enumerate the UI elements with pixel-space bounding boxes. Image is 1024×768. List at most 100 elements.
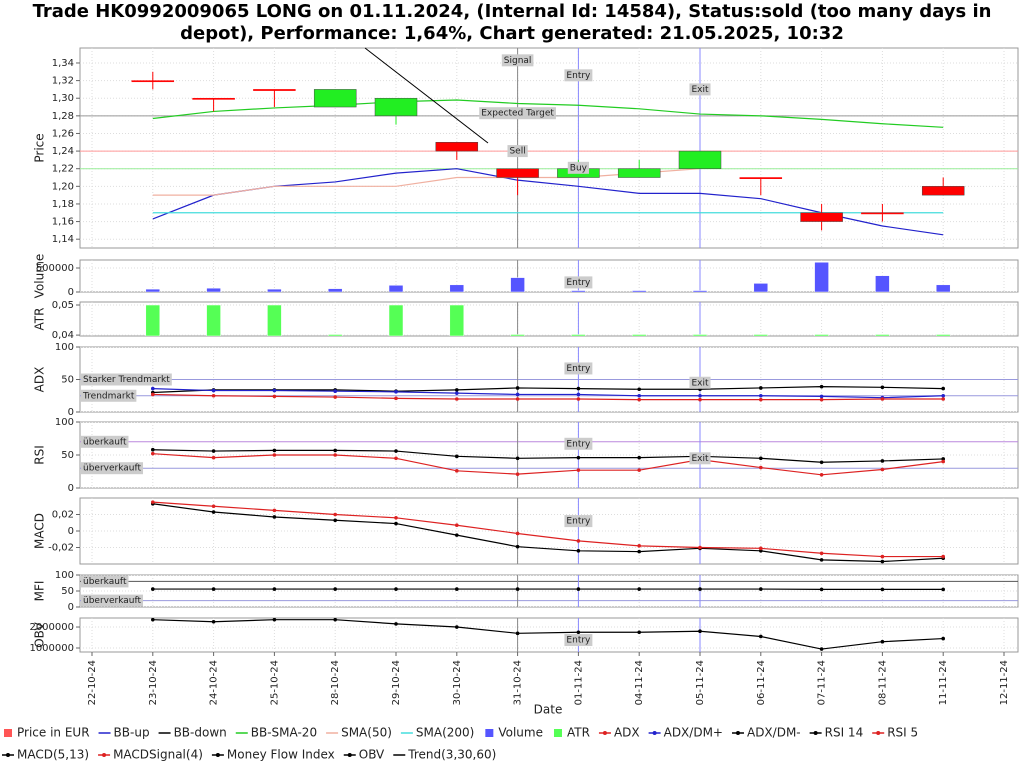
point xyxy=(819,551,824,556)
series-line xyxy=(152,619,944,650)
point xyxy=(576,539,581,543)
annotation-bg xyxy=(501,54,534,67)
level-label-bg xyxy=(81,594,144,607)
legend-dot xyxy=(215,753,220,757)
bar xyxy=(388,304,404,336)
point xyxy=(880,385,885,390)
annotation-bg xyxy=(507,145,528,158)
point xyxy=(515,531,520,536)
point xyxy=(272,587,277,591)
level-label-bg xyxy=(81,462,144,475)
point xyxy=(151,447,155,452)
bar xyxy=(327,288,343,292)
y-tick-label: 50 xyxy=(61,375,74,386)
legend-label: BB-down xyxy=(174,726,227,740)
legend-label: MACD(5,13) xyxy=(17,748,89,762)
bar xyxy=(510,334,525,336)
candle-body xyxy=(435,142,479,152)
point xyxy=(272,388,277,393)
annotation: Buy xyxy=(570,163,588,173)
bar xyxy=(935,334,951,336)
point xyxy=(394,456,398,461)
point xyxy=(819,647,824,651)
annotation-bg xyxy=(564,437,593,450)
point xyxy=(151,392,155,397)
point xyxy=(698,393,702,398)
point xyxy=(759,546,763,551)
point xyxy=(151,618,155,622)
legend-swatch xyxy=(4,729,12,737)
title-line: depot), Performance: 1,64%, Chart genera… xyxy=(180,23,844,44)
x-tick-label: 07-11-24 xyxy=(817,660,828,705)
point xyxy=(333,618,337,622)
bar xyxy=(875,275,890,292)
level-label: überverkauft xyxy=(83,464,142,474)
point xyxy=(576,455,581,460)
point xyxy=(819,460,824,465)
point xyxy=(455,454,459,459)
x-tick-label: 29-10-24 xyxy=(391,660,402,705)
bar xyxy=(631,334,647,336)
point xyxy=(333,512,338,517)
point xyxy=(272,394,277,399)
point xyxy=(576,630,581,635)
point xyxy=(759,386,763,390)
annotation: Sell xyxy=(509,147,525,157)
candle-body xyxy=(800,212,843,222)
x-tick-label: 23-10-24 xyxy=(148,660,159,705)
x-tick-label: 22-10-24 xyxy=(87,660,98,705)
x-tick-label: 24-10-24 xyxy=(209,660,220,705)
annotation: Exit xyxy=(691,85,709,95)
point xyxy=(455,625,459,629)
legend-label: Trend(3,30,60) xyxy=(407,748,496,762)
annotation-bg xyxy=(479,107,556,120)
bar xyxy=(145,288,161,292)
y-tick-label: 1,24 xyxy=(52,146,74,157)
annotation: Signal xyxy=(504,56,532,66)
y-tick-label: 0,04 xyxy=(52,330,74,341)
point xyxy=(211,388,216,393)
annotation: Entry xyxy=(566,278,591,288)
plot-area xyxy=(79,47,1019,249)
bar xyxy=(814,262,829,292)
point xyxy=(272,618,277,622)
point xyxy=(394,521,398,526)
bar xyxy=(206,287,221,292)
point xyxy=(272,515,277,519)
y-tick-label: 1,26 xyxy=(52,128,74,139)
annotation: Expected Target xyxy=(481,109,554,119)
point xyxy=(637,397,641,402)
point xyxy=(941,636,945,641)
bar xyxy=(388,285,404,292)
y-axis-label: ATR xyxy=(33,308,47,331)
plot-area xyxy=(79,259,1019,293)
legend-dot xyxy=(602,731,607,735)
annotation: Entry xyxy=(566,517,591,527)
title-line: Trade HK0992009065 LONG on 01.11.2024, (… xyxy=(33,1,992,22)
bar xyxy=(692,290,708,292)
level-label-bg xyxy=(81,575,129,588)
level-label: Starker Trendmarkt xyxy=(83,375,170,385)
annotation: Exit xyxy=(691,454,709,464)
legend-label: BB-up xyxy=(114,726,150,740)
plot-area xyxy=(79,301,1019,337)
x-tick-label: 30-10-24 xyxy=(452,660,463,705)
plot-layer xyxy=(80,618,1018,652)
point xyxy=(333,518,338,523)
y-axis-label: ADX xyxy=(33,367,47,393)
legend-label: BB-SMA-20 xyxy=(251,726,317,740)
point xyxy=(455,469,459,473)
point xyxy=(151,386,155,391)
point xyxy=(576,587,581,591)
annotation-bg xyxy=(689,376,711,389)
point xyxy=(880,397,885,401)
x-axis-label: Date xyxy=(534,703,563,717)
point xyxy=(941,386,945,391)
x-tick-label: 05-11-24 xyxy=(695,660,706,705)
bar xyxy=(510,277,525,292)
point xyxy=(455,391,459,395)
x-tick-label: 31-10-24 xyxy=(513,660,524,705)
y-axis-label: Price xyxy=(33,133,47,162)
bar xyxy=(206,304,221,336)
